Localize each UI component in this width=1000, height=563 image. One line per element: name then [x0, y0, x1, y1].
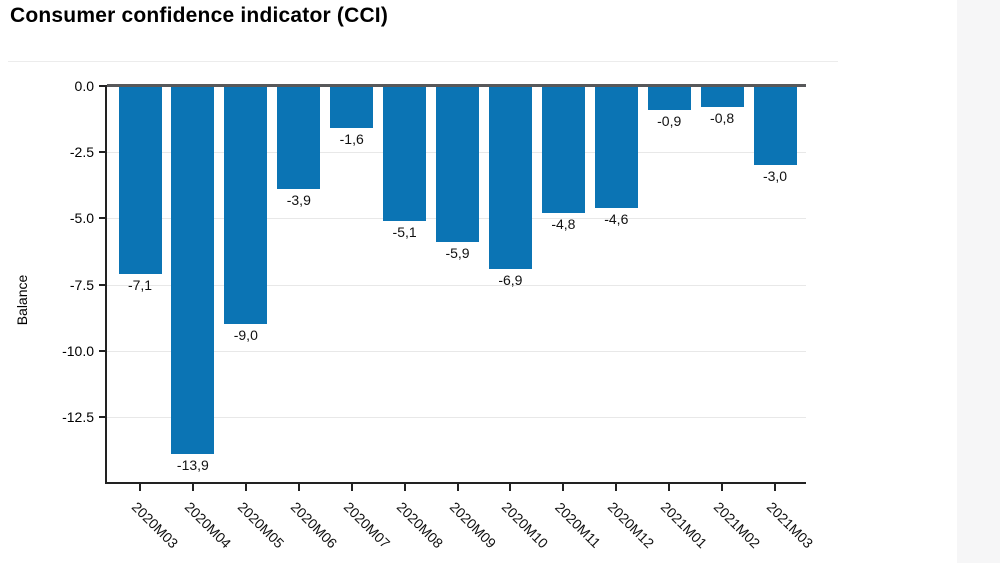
zero-line [107, 84, 806, 87]
y-tick-label: 0.0 [74, 78, 94, 94]
y-tick-mark [99, 349, 107, 352]
bar-2021M03 [753, 86, 797, 166]
bar-value-label: -0,9 [657, 112, 682, 129]
y-tick-label: -12.5 [62, 408, 94, 425]
x-tick-label: 2021M01 [657, 498, 711, 552]
bar-2020M11 [541, 86, 585, 213]
x-tick-mark [562, 483, 565, 491]
bar-value-label: -4,6 [604, 210, 629, 227]
bar-2020M06 [277, 86, 321, 190]
x-tick-mark [721, 483, 724, 491]
x-tick-mark [350, 483, 353, 491]
x-tick-label: 2020M07 [340, 498, 393, 552]
x-tick-label: 2020M12 [604, 498, 658, 552]
x-tick-label: 2020M05 [234, 498, 288, 552]
gridline [107, 284, 806, 286]
bar-2020M07 [330, 86, 374, 129]
x-tick-mark [509, 483, 512, 491]
x-tick-label: 2020M09 [446, 498, 499, 552]
bar-value-label: -3,0 [762, 168, 788, 185]
x-tick-mark [191, 483, 194, 491]
bar-value-label: -4,8 [551, 216, 576, 232]
bar-2021M01 [647, 86, 691, 110]
gridline [107, 350, 806, 352]
y-tick-mark [99, 151, 107, 154]
y-tick-mark [99, 415, 107, 418]
x-tick-label: 2021M02 [710, 498, 764, 552]
x-tick-label: 2021M03 [763, 498, 817, 552]
x-tick-mark [244, 483, 247, 491]
page-title: Consumer confidence indicator (CCI) [10, 4, 389, 27]
x-tick-mark [456, 483, 459, 491]
x-tick-mark [403, 483, 406, 491]
x-tick-label: 2020M08 [393, 498, 446, 552]
gridline [107, 416, 806, 418]
y-tick-label: -5.0 [69, 210, 94, 227]
right-gutter [957, 0, 1000, 563]
x-tick-mark [615, 483, 618, 491]
x-tick-mark [774, 483, 776, 491]
chart-panel-top-border [8, 61, 838, 62]
bar-2020M08 [383, 86, 427, 221]
y-tick-label: -2.5 [69, 144, 94, 161]
bar-2020M10 [488, 86, 532, 269]
bar-2020M09 [436, 86, 479, 243]
bar-2020M12 [594, 86, 638, 208]
x-tick-label: 2020M03 [128, 498, 182, 552]
x-tick-label: 2020M10 [499, 498, 552, 552]
bar-value-label: -1,6 [339, 131, 364, 148]
bar-value-label: -0,8 [710, 110, 735, 127]
bar-value-label: -5,9 [445, 245, 470, 262]
bar-value-label: -3,9 [286, 192, 311, 209]
x-tick-mark [139, 483, 141, 491]
x-tick-label: 2020M06 [287, 498, 341, 552]
x-tick-mark [297, 483, 300, 491]
bar-2020M03 [118, 86, 162, 274]
y-tick-mark [99, 217, 107, 220]
y-tick-mark [99, 283, 107, 286]
x-tick-label: 2020M04 [181, 498, 235, 552]
bar-value-label: -6,9 [498, 271, 523, 288]
bar-2020M05 [224, 86, 268, 325]
bar-value-label: -13,9 [176, 456, 209, 473]
x-axis-line [105, 482, 806, 484]
y-tick-label: -10.0 [62, 342, 94, 359]
bar-value-label: -5,1 [392, 224, 417, 240]
x-tick-mark [668, 483, 671, 491]
bar-2021M02 [700, 86, 744, 108]
y-tick-label: -7.5 [69, 276, 94, 293]
bar-value-label: -9,0 [233, 327, 258, 344]
x-tick-label: 2020M11 [552, 499, 605, 551]
y-tick-mark [99, 85, 107, 87]
bar-2020M04 [171, 86, 215, 454]
bar-value-label: -7,1 [127, 276, 153, 293]
